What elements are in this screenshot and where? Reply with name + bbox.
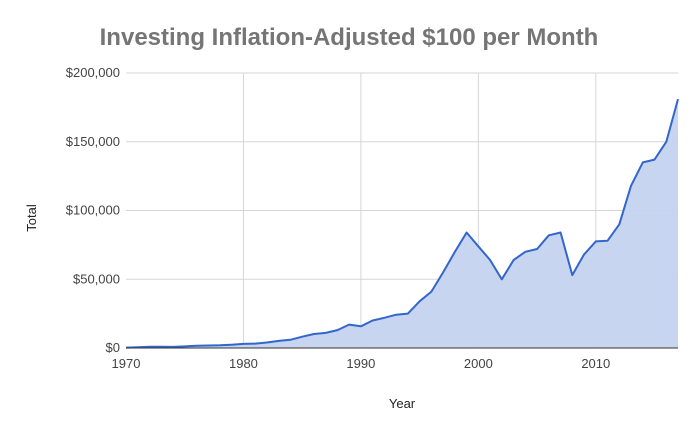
series-line	[125, 98, 679, 349]
x-axis-label: Year	[389, 396, 416, 411]
y-tick-label: $150,000	[66, 134, 120, 149]
x-tick-label: 2000	[464, 356, 493, 371]
y-tick-label: $0	[106, 340, 120, 355]
y-tick-label: $200,000	[66, 65, 120, 80]
x-tick-label: 1980	[229, 356, 258, 371]
y-tick-label: $50,000	[73, 271, 120, 286]
x-tick-label: 1990	[346, 356, 375, 371]
y-axis-label: Total	[24, 204, 39, 232]
y-tick-labels: $0 $50,000 $100,000 $150,000 $200,000	[66, 65, 120, 355]
x-tick-label: 1970	[112, 356, 141, 371]
x-tick-labels: 1970 1980 1990 2000 2010	[112, 356, 611, 371]
area-fill	[126, 99, 678, 348]
chart-title: Investing Inflation-Adjusted $100 per Mo…	[100, 24, 599, 51]
x-tick-label: 2010	[581, 356, 610, 371]
y-tick-label: $100,000	[66, 203, 120, 218]
